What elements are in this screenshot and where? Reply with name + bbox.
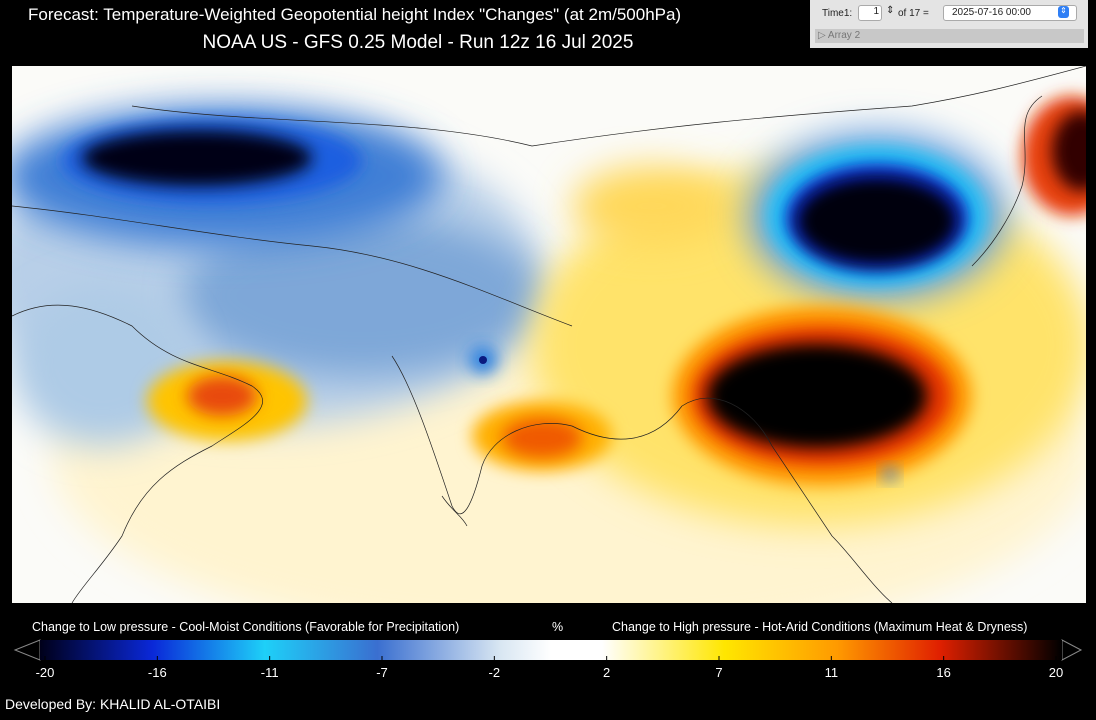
select-arrow[interactable]: ⇕ [1058,6,1069,18]
colorbar: -20 -16 -11 -7 -2 2 7 11 16 20 [13,639,1083,680]
time-select[interactable]: 2025-07-16 00:00 [943,5,1077,21]
colorbar-ramp [40,640,1062,660]
tick-label: -7 [376,665,388,680]
subtitle: NOAA US - GFS 0.25 Model - Run 12z 16 Ju… [202,32,634,53]
time-count: of 17 = [898,8,929,19]
tick-label: 2 [603,665,610,680]
tick-label: 16 [936,665,950,680]
over-arrow [1061,639,1083,661]
high-label: Change to High pressure - Hot-Arid Condi… [612,620,1028,634]
tick-label: 11 [825,665,839,680]
map [12,66,1086,603]
coastlines [12,66,1086,603]
stepper[interactable]: ⇕ [886,5,895,16]
time-label: Time1: [822,8,853,19]
tick-label: -16 [148,665,167,680]
time-index[interactable]: 1 [858,5,882,21]
title: Forecast: Temperature-Weighted Geopotent… [28,5,682,24]
tick-label: -11 [261,665,279,680]
tick-label: 20 [1049,665,1063,680]
tick-label: -2 [489,665,501,680]
tick-label: -20 [36,665,55,680]
array-row[interactable]: ▷ Array 2 [815,29,1084,43]
control-panel: Time1: 1 ⇕ of 17 = 2025-07-16 00:00 ⇕ ▷ … [810,0,1088,48]
field [12,66,1086,603]
under-arrow [13,639,41,661]
low-label: Change to Low pressure - Cool-Moist Cond… [32,620,460,634]
credit: Developed By: KHALID AL-OTAIBI [5,696,221,712]
tick-label: 7 [715,665,722,680]
unit-label: % [552,620,564,634]
